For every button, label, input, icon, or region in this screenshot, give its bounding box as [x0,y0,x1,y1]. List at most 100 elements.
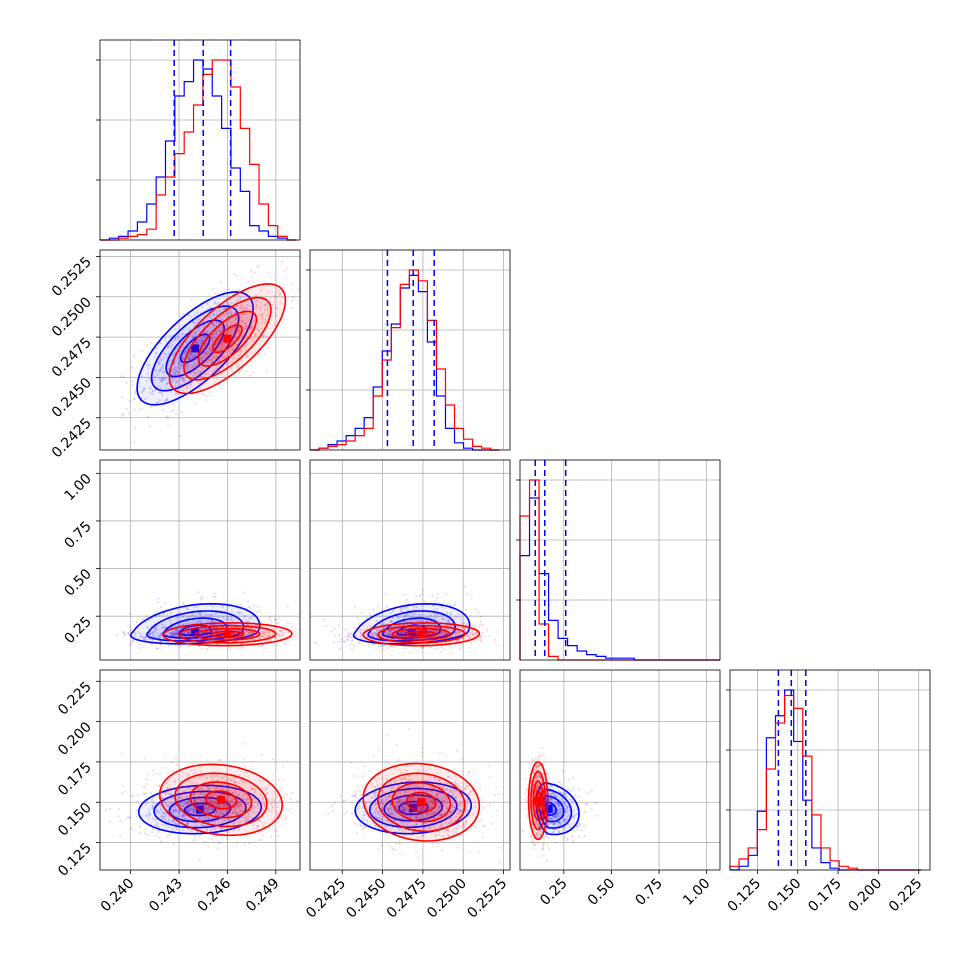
scatter-point-blue [166,397,169,400]
scatter-point-blue [274,618,277,621]
scatter-point-red [201,357,204,360]
scatter-point-blue [204,351,207,354]
scatter-point-blue [171,631,174,635]
scatter-point-red [186,632,189,635]
scatter-point-red [263,647,266,650]
scatter-point-red [274,303,277,307]
scatter-point-blue [193,606,196,609]
scatter-point-red [242,312,245,316]
scatter-point-red [395,634,398,637]
scatter-point-blue [171,634,174,637]
scatter-point-blue [188,630,191,633]
scatter-point-red [238,326,241,329]
scatter-point-red [180,410,183,414]
scatter-point-red [275,307,278,310]
scatter-point-red [146,396,149,399]
scatter-point-red [441,630,444,634]
scatter-point-blue [196,591,200,594]
scatter-point-red [188,353,191,356]
scatter-point-red [245,324,248,327]
scatter-point-red [434,630,438,633]
scatter-point-red [261,634,265,637]
contour-red [362,622,481,647]
scatter-point-red [254,332,257,335]
scatter-point-red [251,339,254,343]
scatter-point-blue [129,612,132,616]
scatter-point-red [169,391,172,394]
scatter-point-blue [214,313,217,316]
scatter-point-red [187,630,190,634]
scatter-point-red [381,623,384,626]
scatter-point-red [176,371,179,375]
scatter-point-red [235,317,239,320]
scatter-point-blue [144,832,147,835]
scatter-point-red [193,372,196,375]
scatter-point-red [257,329,260,332]
scatter-point-red [260,753,264,757]
scatter-point-blue [180,363,183,366]
panel-content [100,591,318,652]
scatter-point-blue [441,631,444,634]
scatter-point-red [266,291,269,295]
scatter-point-blue [190,315,193,319]
scatter-point-blue [175,632,178,635]
scatter-point-blue [377,645,380,648]
scatter-point-blue [421,588,424,592]
scatter-point-blue [338,634,341,637]
scatter-point-blue [200,339,204,342]
scatter-point-blue [270,835,273,838]
scatter-point-blue [234,325,237,328]
scatter-point-red [221,366,224,369]
contour-red [210,630,245,638]
scatter-point-blue [179,383,183,386]
scatter-point-blue [173,632,176,635]
scatter-point-blue [163,351,166,354]
scatter-point-blue [204,356,208,359]
scatter-point-blue [447,620,450,623]
scatter-point-blue [421,593,424,596]
scatter-point-blue [414,606,418,610]
scatter-point-blue [486,629,489,632]
scatter-point-red [243,758,246,761]
scatter-point-red [210,361,213,364]
scatter-point-blue [330,630,333,633]
scatter-point-blue [217,805,220,808]
scatter-point-red [255,304,259,307]
scatter-point-blue [403,606,406,609]
scatter-point-red [279,629,282,633]
scatter-point-red [234,337,237,340]
scatter-point-red [284,642,287,645]
scatter-point-blue [337,640,341,643]
scatter-point-blue [190,614,194,617]
scatter-point-red [223,356,226,359]
scatter-point-blue [233,273,236,276]
scatter-point-red [261,320,264,323]
scatter-point-blue [179,315,182,318]
scatter-point-red [143,756,146,759]
scatter-point-blue [448,613,452,616]
scatter-point-blue [157,830,160,833]
scatter-point-blue [443,600,446,603]
scatter-point-blue [128,816,131,820]
scatter-point-blue [158,635,161,638]
scatter-point-red [237,329,240,333]
scatter-point-blue [441,618,445,621]
scatter-point-red [284,793,288,796]
scatter-point-blue [220,329,224,332]
scatter-point-red [266,629,269,633]
scatter-point-red [451,628,454,631]
scatter-point-blue [426,633,429,636]
scatter-point-blue [458,626,461,629]
scatter-point-red [210,336,214,340]
scatter-point-red [316,629,318,631]
scatter-point-red [388,634,391,637]
scatter-point-red [401,624,404,627]
scatter-point-blue [176,616,179,619]
panel-frame [99,39,301,241]
scatter-point-blue [174,328,177,331]
scatter-point-blue [203,631,206,634]
scatter-point-blue [139,408,142,411]
scatter-point-red [184,350,187,353]
scatter-point-blue [174,633,177,636]
scatter-point-blue [155,834,158,837]
